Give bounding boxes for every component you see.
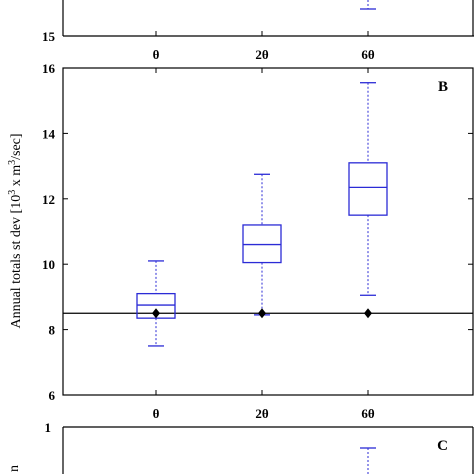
panel-b-observed-marker [364,308,372,319]
panel-b-observed-marker [258,308,266,319]
panel-b-ytick-label: 10 [42,257,55,272]
panel-b-box-0 [136,260,176,347]
panel-b-ytick-label: 12 [42,192,55,207]
panel-a-xtick-label: θ [153,47,160,62]
panel-a-xtick-label: 2θ [255,47,269,62]
panel-c: 1 Cn [7,420,474,474]
panel-b-box-2 [348,82,388,296]
panel-b-ylabel: Annual totals st dev [103 x m3/sec] [7,133,25,328]
panel-b-xtick-label: 2θ [255,406,269,421]
panel-a: 15 θ 2θ 6θ [42,0,474,62]
panel-c-ylabel-fragment: n [7,465,22,472]
panel-b-letter: B [438,79,448,95]
panel-b-observed-marker [152,308,160,319]
panel-c-ytick-label: 1 [45,420,52,435]
panel-b-ytick-label: 16 [42,61,56,76]
panel-b-box-1 [242,173,282,316]
panel-b-frame [62,67,474,396]
panel-b-xtick-label: θ [153,406,160,421]
box-body [348,162,388,216]
panel-b-xtick-label: 6θ [361,406,375,421]
panel-b-ytick-label: 6 [49,388,56,403]
panel-b: 6 8 10 12 14 16 θ 2θ 6θ B Annual totals st dev [10… [7,61,474,421]
panel-a-xtick-label: 6θ [361,47,375,62]
panel-b-ytick-label: 14 [42,126,56,141]
panel-c-letter: C [437,438,448,454]
panel-b-ytick-label: 8 [49,323,56,338]
panel-a-ytick-label: 15 [42,29,56,44]
box-body [242,224,282,264]
